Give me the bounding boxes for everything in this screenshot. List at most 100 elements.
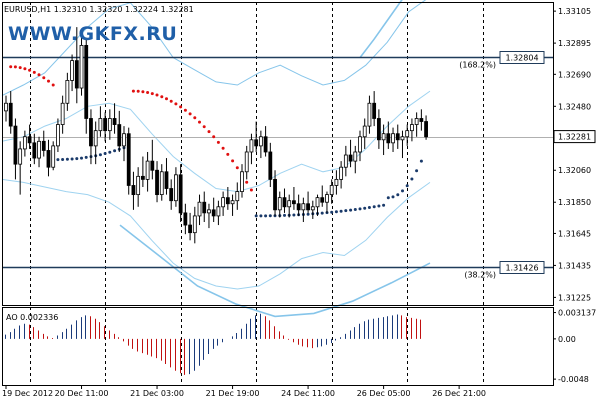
candle-body xyxy=(37,140,41,159)
candle-body xyxy=(4,102,8,112)
candle-body xyxy=(221,197,226,208)
psar-dot xyxy=(70,157,74,161)
time-tick-label: 19 Dec 2012 xyxy=(2,389,53,398)
candle-body xyxy=(70,60,74,81)
psar-dot xyxy=(47,79,50,83)
psar-dot xyxy=(363,206,367,210)
candle-body xyxy=(263,136,268,153)
candle-body xyxy=(79,44,84,89)
candle-body xyxy=(405,130,410,138)
band-outer-upper xyxy=(359,0,403,59)
candle-body xyxy=(164,171,169,189)
candle-body xyxy=(310,206,315,211)
psar-dot xyxy=(179,105,183,109)
psar-dot xyxy=(254,214,258,218)
candle-body xyxy=(230,200,235,205)
psar-dot xyxy=(264,214,268,218)
candle-body xyxy=(197,201,202,217)
fibo-level-label: 1.32804 xyxy=(505,54,538,63)
candle-body xyxy=(174,174,178,202)
psar-dot xyxy=(401,189,404,193)
candle-body xyxy=(362,125,367,138)
ao-histogram xyxy=(5,313,421,375)
ao-panel-border xyxy=(2,307,554,386)
candle-body xyxy=(273,178,277,211)
candle-body xyxy=(348,154,353,162)
candle-body xyxy=(391,133,395,144)
psar-dot xyxy=(396,193,400,197)
psar-dot xyxy=(367,206,371,209)
psar-dot xyxy=(146,91,150,94)
axes: 1.33105 1.32895 1.32690 1.32480 1.32281 1.320… xyxy=(2,7,596,398)
psar-dot xyxy=(221,146,225,150)
psar-dot xyxy=(415,169,419,173)
candle-body xyxy=(292,200,296,205)
psar-dot xyxy=(61,158,65,161)
candle-body xyxy=(296,203,301,211)
candle-body xyxy=(155,169,159,196)
time-tick-label: 20 Dec 11:00 xyxy=(55,389,109,398)
candle-body xyxy=(306,203,310,211)
candle-body xyxy=(216,206,221,217)
psar-dot xyxy=(56,158,60,162)
psar-dot xyxy=(320,211,324,215)
time-tick-label: 26 Dec 05:00 xyxy=(357,389,411,398)
candle-body xyxy=(315,197,320,208)
candle-body xyxy=(211,209,216,217)
candle-body xyxy=(301,203,306,211)
psar-dot xyxy=(330,210,334,214)
candle-body xyxy=(343,154,348,168)
candle-body xyxy=(372,102,377,119)
candle-body xyxy=(419,118,424,122)
candle-body xyxy=(244,151,249,173)
psar-dot xyxy=(42,76,46,80)
band-outer-lower xyxy=(119,224,431,318)
candle-body xyxy=(202,201,207,214)
candle-body xyxy=(8,102,13,127)
psar-dot xyxy=(292,213,296,217)
psar-dot xyxy=(283,213,286,217)
candle-body xyxy=(334,178,339,186)
psar-dot xyxy=(131,89,135,93)
candle-body xyxy=(169,188,174,202)
fibo-level-box xyxy=(499,51,545,64)
psar-dot xyxy=(80,156,83,160)
ao-label: AO 0.002336 xyxy=(6,313,58,322)
candle-body xyxy=(159,171,164,196)
candle-body xyxy=(145,160,150,180)
psar-dot xyxy=(202,125,206,129)
candle-body xyxy=(325,194,329,203)
candle-body xyxy=(51,145,56,168)
psar-dot xyxy=(32,70,36,74)
candle-body xyxy=(150,160,155,171)
psar-dot xyxy=(193,116,197,120)
fibo-level-box xyxy=(499,261,545,274)
price-tick-label: 1.33105 xyxy=(558,7,591,16)
candle-body xyxy=(41,140,46,151)
candle-body xyxy=(414,118,419,125)
time-tick-label: 26 Dec 21:00 xyxy=(432,389,486,398)
psar-dot xyxy=(334,210,338,214)
candle-body xyxy=(410,124,414,132)
price-tick-label: 1.31645 xyxy=(558,229,591,238)
psar-dot xyxy=(377,204,381,208)
psar-dot xyxy=(245,180,249,184)
psar-dot xyxy=(65,157,69,161)
current-price-box xyxy=(553,130,596,144)
candle-body xyxy=(376,118,381,141)
price-tick-label: 1.32690 xyxy=(558,70,591,79)
candle-body xyxy=(268,151,273,180)
psar-dot xyxy=(382,203,386,207)
candle-body xyxy=(22,136,27,150)
candle-body xyxy=(89,118,93,147)
price-tick-label: 1.31225 xyxy=(558,293,591,302)
candle-body xyxy=(277,197,282,211)
psar-dot xyxy=(169,99,173,103)
psar-dot xyxy=(113,149,117,153)
candles xyxy=(4,27,428,244)
price-tick-label: 1.32060 xyxy=(558,166,591,175)
candle-body xyxy=(240,171,244,192)
candle-body xyxy=(140,175,145,180)
candle-body xyxy=(353,151,358,162)
fibo-level-percent: (38.2%) xyxy=(464,271,496,280)
